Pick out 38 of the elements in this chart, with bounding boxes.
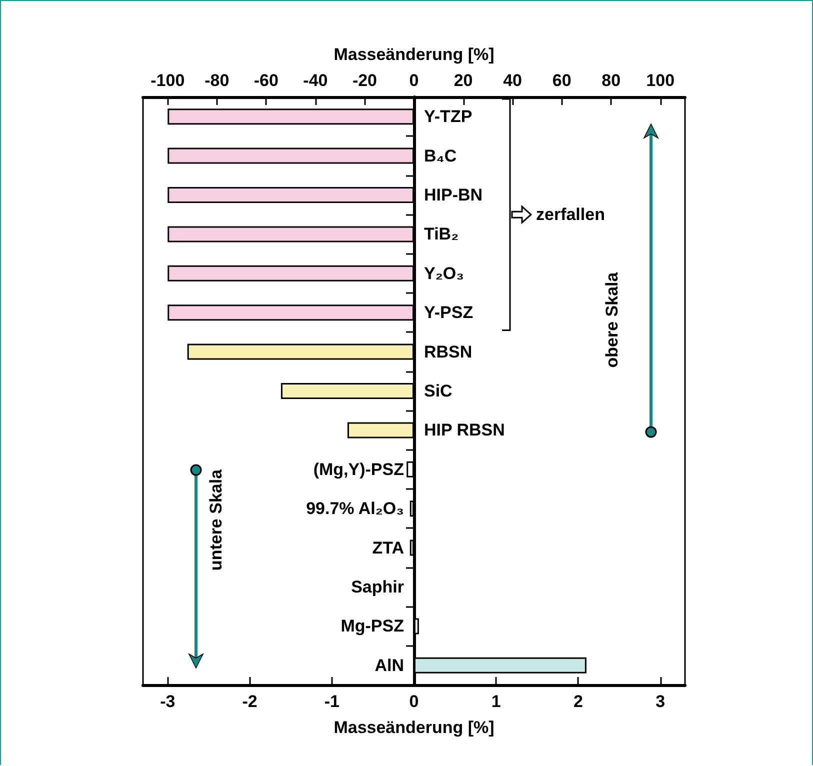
x-tick-label: 0 — [409, 692, 419, 711]
x-tick-label: 2 — [574, 692, 583, 711]
y-tick-label: Mg-PSZ — [340, 616, 404, 636]
y-tick-label: Y₂O₃ — [424, 264, 464, 283]
y-tick-label: Y-PSZ — [424, 303, 474, 322]
y-tick-label: TiB₂ — [424, 224, 459, 244]
x-tick-label: -1 — [324, 692, 340, 711]
x-tick-label: -2 — [242, 692, 258, 711]
x2-tick-label: 0 — [409, 71, 419, 90]
x2-tick-label: 20 — [454, 71, 473, 90]
x2-tick-label: -60 — [254, 71, 278, 90]
y-tick-label: HIP-BN — [424, 186, 483, 204]
y-tick-label: B₄C — [424, 146, 457, 166]
x2-axis-title: Masseänderung [%] — [334, 45, 494, 64]
y-tick-label: ZTA — [372, 538, 404, 558]
annotation: zerfallen — [536, 205, 605, 224]
x-axis-title: Masseänderung [%] — [334, 718, 494, 737]
x-tick-label: -3 — [160, 692, 176, 711]
x-tick-label: 1 — [491, 692, 501, 711]
y-tick-label: Saphir — [351, 578, 404, 596]
y-tick-label: HIP RBSN — [424, 420, 505, 440]
x2-tick-label: 60 — [552, 71, 572, 90]
x-tick-label: 3 — [656, 692, 666, 711]
x2-tick-label: -40 — [303, 71, 328, 90]
y-tick-label: SiC — [424, 382, 452, 400]
x2-tick-label: -100 — [150, 71, 185, 90]
y-tick-label: 99.7% Al₂O₃ — [306, 499, 404, 518]
x2-tick-label: 40 — [503, 71, 522, 90]
x2-tick-label: -80 — [204, 71, 230, 90]
y-tick-label: AlN — [374, 656, 404, 675]
x2-tick-label: 80 — [602, 71, 621, 90]
y-tick-label: RBSN — [424, 342, 472, 362]
x2-tick-label: 100 — [646, 71, 675, 90]
annotation: obere Skala — [602, 272, 622, 368]
annotation: untere Skala — [206, 468, 226, 571]
y-tick-label: Y-TZP — [424, 107, 472, 126]
y-tick-label: (Mg,Y)-PSZ — [313, 460, 404, 479]
x2-tick-label: -20 — [352, 71, 378, 90]
